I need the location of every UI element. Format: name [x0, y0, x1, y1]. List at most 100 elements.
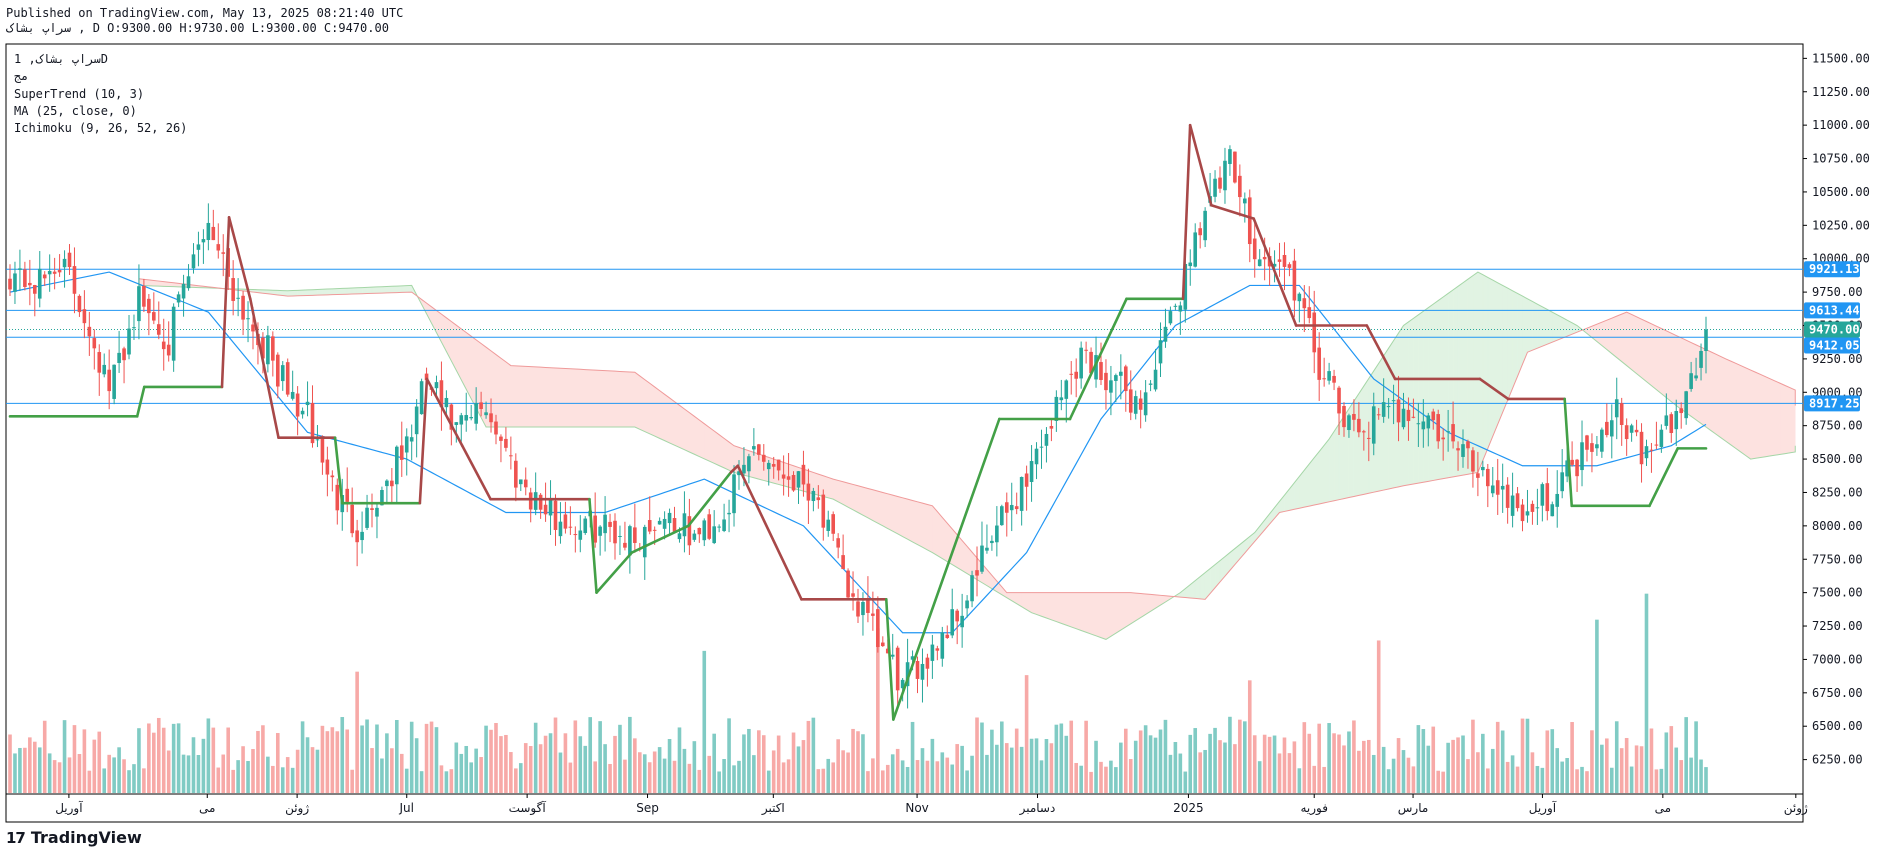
tradingview-logo[interactable]: 17 TradingView: [6, 828, 142, 847]
volume-bar: [558, 752, 563, 793]
candle: [1609, 404, 1614, 459]
candle: [1352, 399, 1356, 432]
volume-bar: [613, 735, 617, 793]
candle-body: [1520, 504, 1525, 522]
candle-body: [905, 662, 910, 687]
candle: [692, 529, 697, 542]
volume-bar: [479, 757, 483, 793]
cloud-segment: [1646, 321, 1652, 387]
cloud-segment: [713, 430, 720, 467]
candle: [509, 436, 513, 470]
price-label-text: 9921.13: [1809, 262, 1860, 276]
legend-supertrend[interactable]: SuperTrend (10, 3): [14, 87, 145, 101]
time-tick-label: 2025: [1173, 801, 1204, 815]
volume-bar: [1332, 733, 1336, 793]
candle: [1158, 322, 1163, 377]
cloud-segment: [1502, 285, 1508, 413]
candle-body: [583, 518, 588, 534]
candle: [717, 524, 721, 533]
volume-bar: [1505, 761, 1510, 793]
candle: [221, 234, 226, 277]
candle: [965, 595, 969, 618]
candle-body: [692, 533, 697, 540]
cloud-segment: [346, 287, 353, 295]
volume-bar: [57, 762, 62, 793]
candle: [152, 292, 156, 325]
candle-body: [633, 527, 637, 543]
volume-bar: [449, 769, 454, 793]
cloud-segment: [624, 371, 631, 428]
candle-body: [345, 488, 350, 502]
candle-body: [1401, 408, 1406, 428]
candle-body: [816, 497, 821, 501]
cloud-segment: [634, 371, 641, 430]
candle-body: [1471, 450, 1475, 472]
price-tick-label: 6500.00: [1812, 719, 1863, 733]
candle-body: [1481, 466, 1485, 471]
cloud-segment: [753, 452, 760, 480]
volume-bar: [1401, 750, 1406, 793]
candle: [1605, 403, 1609, 438]
cloud-segment: [465, 332, 472, 399]
candle: [1228, 145, 1232, 176]
volume-bar: [72, 725, 77, 793]
candle: [831, 511, 836, 542]
legend-symbol[interactable]: سراپ بشاک, 1D: [14, 52, 108, 66]
candles[interactable]: [8, 145, 1708, 709]
cloud-segment: [589, 369, 596, 428]
legend-ichimoku[interactable]: Ichimoku (9, 26, 52, 26): [14, 121, 188, 135]
volume-bar: [290, 767, 295, 793]
candle-body: [424, 373, 429, 381]
candle-body: [514, 460, 518, 488]
candle: [1381, 378, 1386, 423]
candle-body: [841, 555, 845, 570]
candle-body: [1704, 329, 1708, 352]
legend-ma[interactable]: MA (25, close, 0): [14, 104, 137, 118]
candle-body: [965, 600, 969, 609]
price-axis[interactable]: 11500.00 11250.00 11000.00 10750.00 10500.00…: [1803, 51, 1870, 767]
candle: [206, 203, 211, 251]
candle-body: [1238, 175, 1242, 198]
candle-body: [538, 494, 543, 510]
cloud-segment: [1661, 328, 1667, 399]
candle: [1143, 380, 1148, 422]
candle-body: [1247, 197, 1252, 245]
volume-bar: [518, 763, 523, 793]
candle: [399, 421, 404, 477]
candle: [707, 509, 712, 541]
volume-bar: [1044, 739, 1049, 793]
candle: [1004, 492, 1009, 537]
candle: [1376, 407, 1381, 420]
volume-bar: [1109, 760, 1113, 793]
candle: [880, 636, 885, 647]
candle: [1481, 460, 1485, 477]
volume-bar: [1188, 734, 1193, 793]
candle: [613, 513, 617, 560]
volume-bar: [1133, 740, 1138, 793]
candle: [727, 499, 731, 533]
candle-body: [1252, 238, 1257, 260]
volume-bar: [434, 727, 439, 793]
candle-body: [776, 459, 781, 471]
candle: [1446, 409, 1450, 452]
candle: [1674, 399, 1679, 446]
time-axis[interactable]: آوریل می ژوئن Jul آگوست Sep اکتبر Nov دسامبر 2025…: [55, 794, 1808, 816]
candle: [1257, 249, 1262, 267]
candle-body: [652, 529, 657, 531]
candle-body: [1133, 396, 1138, 414]
time-tick-label: مارس: [1398, 801, 1429, 816]
candle: [647, 496, 652, 535]
price-label-badge: [1804, 321, 1860, 338]
cloud-segment: [1125, 592, 1131, 628]
candle: [722, 503, 726, 533]
cloud-segment: [1388, 339, 1394, 490]
cloud-segment: [1730, 360, 1737, 449]
candle: [533, 472, 538, 516]
candle: [1431, 408, 1436, 430]
candle: [712, 510, 716, 545]
volume-bar: [1600, 744, 1604, 793]
candle: [781, 455, 786, 496]
candle: [1198, 222, 1202, 249]
cloud-segment: [872, 489, 879, 524]
